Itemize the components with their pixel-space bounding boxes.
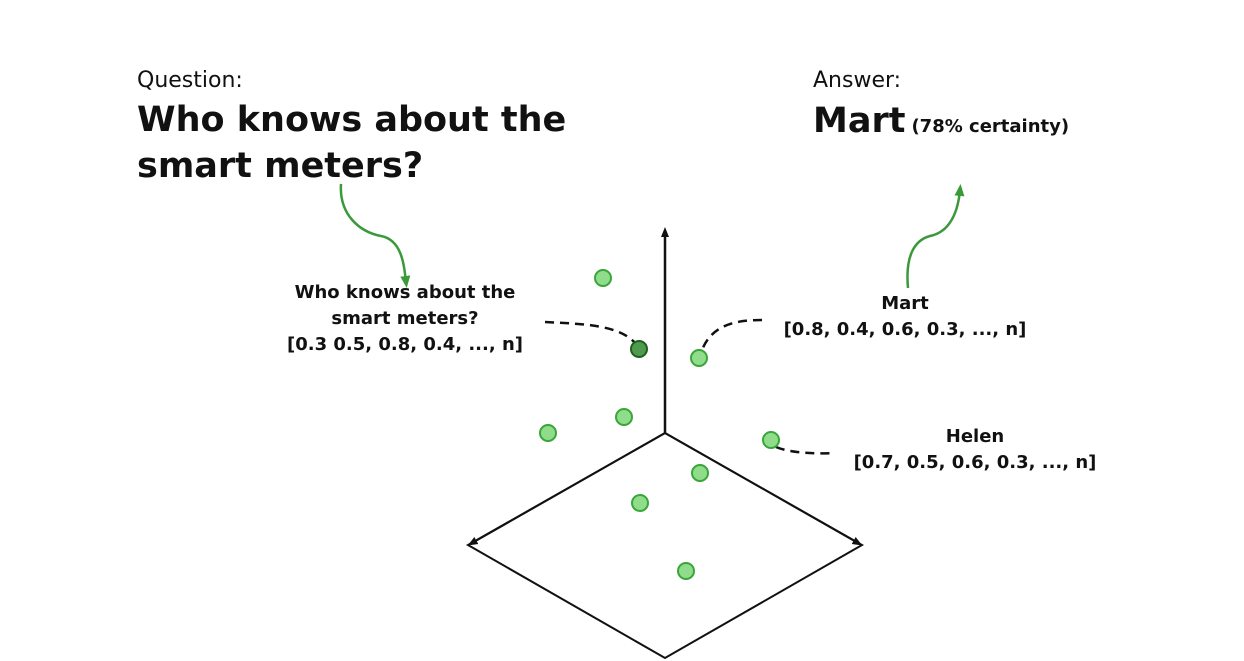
helen-connector [775, 445, 836, 455]
query-connector [544, 320, 637, 345]
question-heading: Question: [137, 68, 243, 93]
helen-vector: [0.7, 0.5, 0.6, 0.3, ..., n] [853, 452, 1097, 473]
answer-line: Mart (78% certainty) [813, 98, 1069, 144]
mart-connector [700, 318, 763, 351]
query-label-line: smart meters? [331, 308, 479, 329]
question-embed-arrow [339, 183, 411, 288]
base-plane [465, 431, 865, 660]
left-axis [467, 432, 666, 546]
embedding-point [691, 464, 709, 482]
embedding-point [539, 424, 557, 442]
embedding-point [615, 408, 633, 426]
embedding-point [594, 269, 612, 287]
question-title-line: Who knows about the [137, 100, 567, 140]
answer-heading: Answer: [813, 68, 902, 93]
query-vector: [0.3 0.5, 0.8, 0.4, ..., n] [286, 334, 523, 355]
answer-result-arrow [906, 184, 965, 289]
question-title-line: smart meters? [137, 146, 424, 186]
query-point-label: Who knows about the smart meters? [0.3 0… [255, 280, 555, 358]
helen-name: Helen [945, 426, 1005, 447]
answer-certainty: (78% certainty) [911, 116, 1070, 137]
question-title: Who knows about the smart meters? [137, 97, 566, 189]
mart-name: Mart [881, 293, 929, 314]
query-label-line: Who knows about the [294, 282, 516, 303]
embedding-point [677, 562, 695, 580]
query-embedding-point [630, 340, 648, 358]
helen-embedding-point [762, 431, 780, 449]
helen-point-label: Helen [0.7, 0.5, 0.6, 0.3, ..., n] [825, 424, 1125, 476]
embedding-point [631, 494, 649, 512]
mart-embedding-point [690, 349, 708, 367]
right-axis [664, 432, 863, 546]
mart-point-label: Mart [0.8, 0.4, 0.6, 0.3, ..., n] [755, 291, 1055, 343]
answer-name: Mart [813, 101, 906, 141]
mart-vector: [0.8, 0.4, 0.6, 0.3, ..., n] [783, 319, 1027, 340]
